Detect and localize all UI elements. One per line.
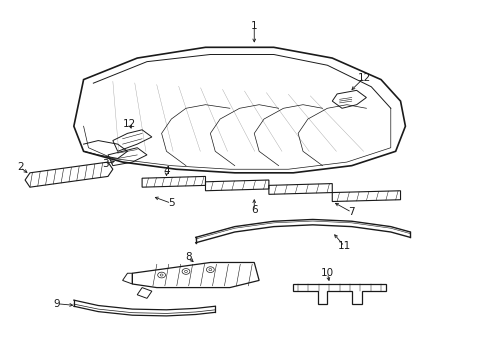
Text: 9: 9 bbox=[53, 299, 60, 309]
Text: 7: 7 bbox=[348, 207, 354, 217]
Text: 2: 2 bbox=[17, 162, 23, 172]
Text: 3: 3 bbox=[102, 159, 109, 169]
Text: 5: 5 bbox=[168, 198, 174, 208]
Text: 8: 8 bbox=[185, 252, 191, 262]
Text: 12: 12 bbox=[357, 73, 370, 83]
Text: 1: 1 bbox=[250, 21, 257, 31]
Text: 10: 10 bbox=[320, 268, 333, 278]
Text: 12: 12 bbox=[123, 120, 136, 129]
Text: 4: 4 bbox=[163, 166, 169, 176]
Text: 11: 11 bbox=[337, 241, 350, 251]
Text: 6: 6 bbox=[250, 206, 257, 216]
